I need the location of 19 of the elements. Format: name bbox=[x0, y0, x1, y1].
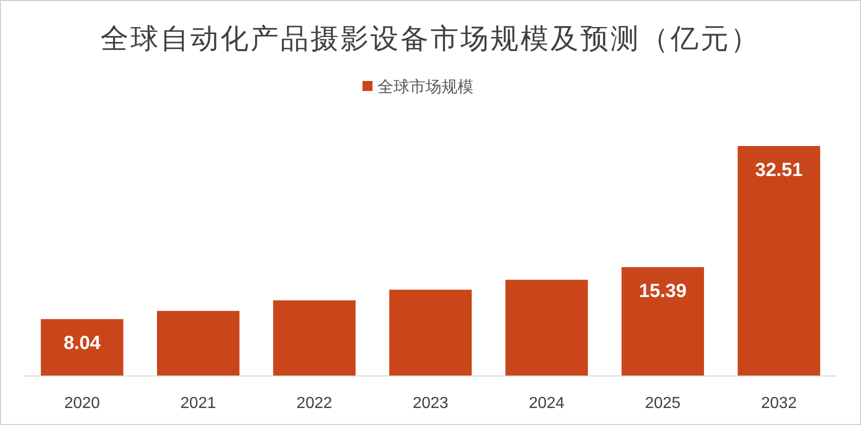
data-label: 15.39 bbox=[639, 281, 687, 302]
legend-label: 全球市场规模 bbox=[378, 78, 474, 96]
bar bbox=[156, 310, 240, 376]
x-tick-label: 2023 bbox=[412, 395, 448, 412]
x-tick-label: 2025 bbox=[644, 395, 681, 412]
bar bbox=[738, 146, 820, 376]
chart-title: 全球自动化产品摄影设备市场规模及预测（亿元） bbox=[100, 24, 760, 55]
x-tick-label: 2020 bbox=[64, 395, 100, 412]
bar bbox=[505, 280, 588, 376]
x-tick-label: 2024 bbox=[528, 395, 565, 412]
bar bbox=[389, 290, 472, 376]
x-tick-label: 2032 bbox=[761, 395, 797, 412]
bar bbox=[40, 319, 124, 376]
bar bbox=[622, 267, 704, 376]
x-tick-label: 2021 bbox=[180, 395, 216, 412]
data-label: 32.51 bbox=[755, 160, 804, 181]
bar bbox=[273, 300, 356, 376]
x-tick-label: 2022 bbox=[296, 395, 332, 412]
data-label: 8.04 bbox=[64, 333, 101, 354]
